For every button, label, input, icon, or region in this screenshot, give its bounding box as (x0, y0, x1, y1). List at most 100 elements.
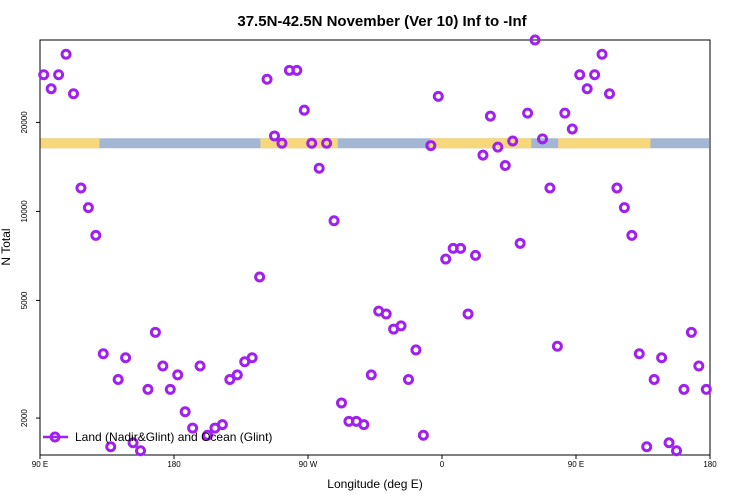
data-point (336, 397, 347, 409)
data-series (38, 34, 712, 457)
data-point (566, 123, 578, 135)
data-point (216, 419, 228, 431)
x-tick-label: 180 (167, 460, 181, 469)
x-tick-label: 90 E (32, 460, 48, 469)
data-point (90, 229, 102, 241)
y-tick-label: 10000 (20, 200, 29, 223)
data-point (693, 360, 705, 372)
data-point (648, 374, 660, 386)
y-tick-label: 20000 (20, 111, 29, 134)
data-point (581, 83, 593, 95)
data-point (626, 229, 638, 241)
land-segment (558, 138, 651, 149)
x-axis: 90 E 180 90 W 0 90 E 180 (32, 455, 717, 469)
data-point (425, 140, 437, 152)
data-point (432, 90, 444, 102)
data-point (224, 374, 236, 386)
legend: Land (Nadir&Glint) and Ocean (Glint) (43, 430, 272, 444)
data-point (269, 130, 280, 142)
data-point (671, 445, 682, 457)
data-point (633, 348, 645, 360)
data-point (298, 104, 310, 116)
data-point (522, 107, 534, 119)
x-tick-label: 180 (703, 460, 717, 469)
data-point (53, 69, 65, 81)
data-point (97, 348, 109, 360)
data-point (149, 326, 161, 338)
data-point (507, 135, 519, 147)
data-point (663, 437, 675, 449)
land-segment (430, 138, 532, 149)
chart-title: 37.5N-42.5N November (Ver 10) Inf to -In… (237, 13, 527, 30)
data-point (492, 141, 504, 153)
data-point (261, 73, 273, 85)
data-point (410, 344, 422, 356)
x-tick-label: 90 E (568, 460, 584, 469)
data-point (574, 69, 586, 81)
data-point (127, 437, 139, 449)
x-axis-label: Longitude (deg E) (327, 477, 422, 491)
plot-area: 90 E 180 90 W 0 90 E 180 2000 5000 10000 20000 (20, 34, 717, 469)
data-point (38, 69, 50, 81)
data-point (678, 383, 690, 395)
surface-band (40, 138, 709, 149)
data-point (656, 352, 668, 364)
data-point (68, 88, 79, 100)
data-point (120, 352, 132, 364)
data-point (246, 352, 258, 364)
data-point (157, 360, 169, 372)
land-segment (40, 138, 100, 149)
data-point (484, 110, 496, 122)
data-point (537, 133, 548, 145)
data-point (105, 441, 117, 453)
data-point (455, 242, 467, 254)
land-segment (260, 138, 338, 149)
data-point (276, 137, 288, 149)
data-point (164, 383, 176, 395)
data-point (529, 34, 541, 46)
data-point (395, 320, 407, 332)
data-point (328, 215, 340, 227)
data-point (187, 422, 199, 434)
y-tick-label: 5000 (20, 291, 29, 309)
data-point (641, 441, 653, 453)
data-point (596, 48, 608, 60)
data-point (559, 107, 571, 119)
data-point (291, 64, 303, 76)
x-tick-label: 90 W (299, 460, 318, 469)
data-point (321, 137, 333, 149)
data-point (440, 253, 452, 265)
data-point (306, 137, 318, 149)
legend-marker (49, 431, 61, 443)
data-point (403, 374, 414, 386)
data-point (380, 308, 392, 320)
data-point (358, 419, 370, 431)
data-point (60, 48, 72, 60)
data-point (231, 369, 243, 381)
plot-frame (39, 39, 711, 456)
y-axis: 2000 5000 10000 20000 (20, 111, 40, 427)
data-point (75, 182, 87, 194)
data-point (194, 360, 206, 372)
data-point (544, 182, 556, 194)
data-point (462, 308, 474, 320)
data-point (135, 445, 146, 457)
data-point (589, 69, 601, 81)
y-tick-label: 2000 (20, 409, 29, 427)
data-point (611, 182, 623, 194)
data-point (254, 271, 266, 283)
data-point (202, 429, 213, 441)
data-point (142, 383, 154, 395)
data-point (685, 326, 697, 338)
data-point (618, 202, 630, 214)
x-tick-label: 0 (440, 460, 445, 469)
data-point (700, 383, 712, 395)
data-point (365, 369, 377, 381)
data-point (551, 340, 563, 352)
data-point (477, 149, 489, 161)
data-point (82, 202, 94, 214)
data-point (499, 159, 511, 171)
data-point (172, 369, 184, 381)
data-point (604, 88, 615, 100)
